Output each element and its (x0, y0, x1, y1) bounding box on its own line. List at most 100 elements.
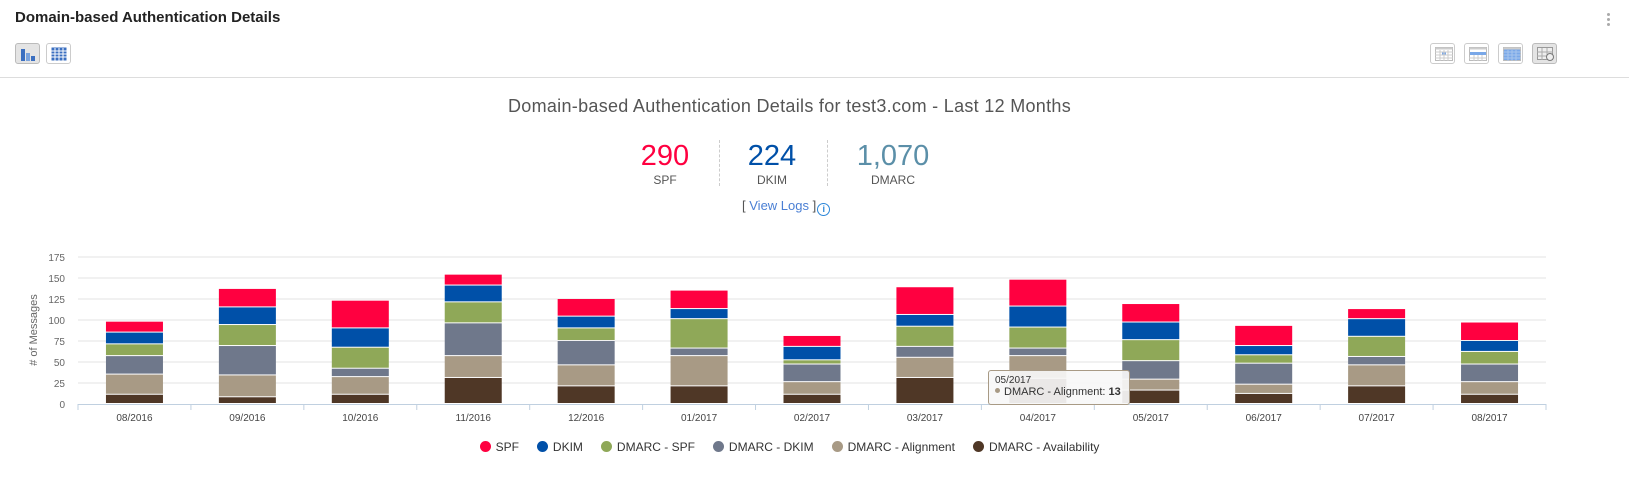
bar-segment-dkim[interactable] (218, 307, 276, 325)
bar-segment-dmarc-availability[interactable] (896, 377, 954, 403)
bar-segment-dkim[interactable] (331, 328, 389, 347)
bar-segment-spf[interactable] (1122, 304, 1180, 322)
bar-segment-dmarc-alignment[interactable] (670, 356, 728, 386)
bar-segment-dmarc-alignment[interactable] (1235, 384, 1293, 393)
bar-segment-spf[interactable] (557, 299, 615, 316)
bar-segment-dmarc-availability[interactable] (1122, 390, 1180, 403)
bar-segment-dmarc-spf[interactable] (331, 347, 389, 368)
bar-segment-dmarc-availability[interactable] (105, 394, 163, 403)
bar-segment-spf[interactable] (783, 335, 841, 346)
bar-segment-dmarc-spf[interactable] (1009, 327, 1067, 348)
bar-segment-dmarc-spf[interactable] (1461, 351, 1519, 364)
bar-segment-dmarc-dkim[interactable] (444, 323, 502, 356)
bar-segment-dkim[interactable] (105, 332, 163, 344)
bar-segment-dmarc-spf[interactable] (1235, 355, 1293, 363)
bar-segment-dmarc-spf[interactable] (557, 328, 615, 340)
bar-segment-dmarc-dkim[interactable] (331, 368, 389, 377)
legend-item[interactable]: DMARC - Alignment (831, 440, 955, 454)
legend-item[interactable]: DMARC - Availability (972, 440, 1099, 454)
bar-segment-dmarc-dkim[interactable] (896, 346, 954, 357)
bar-segment-spf[interactable] (444, 274, 502, 285)
info-icon[interactable]: i (817, 203, 831, 216)
bar-segment-dmarc-alignment[interactable] (783, 382, 841, 394)
bar-segment-dkim[interactable] (1122, 322, 1180, 340)
bar-segment-dmarc-dkim[interactable] (1235, 363, 1293, 384)
bar-segment-dmarc-spf[interactable] (444, 302, 502, 323)
bar-segment-dmarc-spf[interactable] (218, 325, 276, 346)
bar-segment-spf[interactable] (1348, 309, 1406, 319)
bar-segment-dmarc-availability[interactable] (1235, 393, 1293, 403)
bar-segment-dmarc-alignment[interactable] (444, 356, 502, 377)
bar-segment-dkim[interactable] (1235, 346, 1293, 355)
bar-segment-dmarc-availability[interactable] (331, 394, 389, 403)
bar-segment-dmarc-dkim[interactable] (218, 346, 276, 375)
bar-segment-dmarc-alignment[interactable] (1348, 365, 1406, 386)
legend-item[interactable]: DKIM (536, 440, 583, 454)
legend-item[interactable]: SPF (479, 440, 519, 454)
bar-segment-dmarc-dkim[interactable] (557, 341, 615, 365)
calendar-month-button[interactable] (1498, 43, 1523, 64)
bar-segment-dmarc-spf[interactable] (105, 344, 163, 356)
bar-segment-dkim[interactable] (1348, 319, 1406, 336)
bar-segment-dmarc-dkim[interactable] (783, 364, 841, 382)
bar-segment-dkim[interactable] (1461, 341, 1519, 351)
bar-segment-spf[interactable] (1461, 322, 1519, 340)
bar-segment-dmarc-dkim[interactable] (670, 348, 728, 356)
bar-segment-dmarc-availability[interactable] (557, 386, 615, 403)
bar-segment-dmarc-alignment[interactable] (1461, 382, 1519, 394)
bar-segment-spf[interactable] (670, 290, 728, 309)
legend-label: DMARC - SPF (616, 440, 695, 454)
bar-segment-dkim[interactable] (783, 346, 841, 360)
view-logs: [ View Logs ] i (742, 198, 831, 216)
legend-item[interactable]: DMARC - SPF (600, 440, 695, 454)
table-view-button[interactable] (46, 43, 71, 64)
chart-view-button[interactable] (15, 43, 40, 64)
bar-segment-dmarc-alignment[interactable] (105, 374, 163, 394)
bar-segment-dmarc-spf[interactable] (896, 326, 954, 346)
bar-segment-spf[interactable] (331, 300, 389, 328)
bar-segment-dmarc-alignment[interactable] (218, 375, 276, 397)
bar-segment-dmarc-availability[interactable] (218, 397, 276, 403)
bar-segment-dmarc-availability[interactable] (444, 377, 502, 403)
bar-segment-spf[interactable] (218, 288, 276, 307)
calendar-history-button[interactable] (1532, 43, 1557, 64)
bar-segment-dmarc-dkim[interactable] (1348, 356, 1406, 365)
bar-segment-dkim[interactable] (444, 285, 502, 302)
legend-swatch-icon (479, 441, 491, 452)
bar-segment-dmarc-spf[interactable] (1348, 336, 1406, 356)
bar-segment-dkim[interactable] (896, 314, 954, 326)
bar-segment-dmarc-availability[interactable] (1348, 386, 1406, 403)
legend-item[interactable]: DMARC - DKIM (712, 440, 814, 454)
bar-segment-dkim[interactable] (557, 316, 615, 328)
calendar-month-icon (1503, 47, 1521, 61)
bar-segment-dmarc-availability[interactable] (1461, 394, 1519, 403)
calendar-week-button[interactable] (1464, 43, 1489, 64)
bar-segment-dmarc-spf[interactable] (783, 360, 841, 364)
view-logs-link[interactable]: View Logs (749, 198, 809, 213)
bar-segment-dmarc-alignment[interactable] (331, 377, 389, 394)
bar-segment-spf[interactable] (896, 287, 954, 314)
legend-swatch-icon (600, 441, 612, 452)
bar-segment-spf[interactable] (105, 321, 163, 332)
more-options-icon[interactable] (1607, 13, 1611, 28)
bar-segment-spf[interactable] (1009, 279, 1067, 306)
bar-segment-dmarc-alignment[interactable] (557, 365, 615, 386)
bar-segment-dmarc-dkim[interactable] (1122, 361, 1180, 379)
bar-segment-dmarc-spf[interactable] (670, 319, 728, 348)
bar-segment-dmarc-availability[interactable] (783, 394, 841, 403)
bar-segment-dmarc-alignment[interactable] (896, 357, 954, 377)
bar-segment-dmarc-dkim[interactable] (105, 356, 163, 374)
bar-segment-dmarc-dkim[interactable] (1009, 348, 1067, 356)
bar-chart-icon (21, 49, 35, 61)
tooltip-date: 05/2017 (995, 375, 1032, 386)
bar-segment-dmarc-spf[interactable] (1122, 340, 1180, 361)
calendar-day-button[interactable] (1430, 43, 1455, 64)
bar-segment-dmarc-availability[interactable] (670, 386, 728, 403)
bar-segment-spf[interactable] (1235, 325, 1293, 346)
bar-segment-dkim[interactable] (670, 309, 728, 319)
y-tick-label: 150 (48, 274, 65, 285)
y-tick-label: 75 (54, 337, 66, 348)
bar-segment-dmarc-alignment[interactable] (1122, 379, 1180, 390)
bar-segment-dkim[interactable] (1009, 306, 1067, 327)
bar-segment-dmarc-dkim[interactable] (1461, 364, 1519, 382)
